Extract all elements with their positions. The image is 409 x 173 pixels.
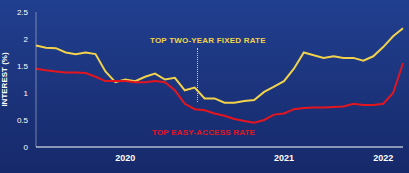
svg-text:2022: 2022	[373, 153, 393, 163]
svg-text:0.5: 0.5	[17, 116, 29, 125]
svg-text:2020: 2020	[115, 153, 135, 163]
svg-text:1: 1	[24, 89, 29, 98]
svg-text:INTEREST (%): INTEREST (%)	[8, 52, 9, 107]
svg-text:2: 2	[24, 35, 29, 44]
svg-text:2021: 2021	[274, 153, 294, 163]
html-text:TOP TWO-YEAR FIXED RATE: TOP TWO-YEAR FIXED RATE	[150, 36, 266, 45]
html-text:TOP EASY-ACCESS RATE: TOP EASY-ACCESS RATE	[152, 128, 256, 137]
svg-text:2.5: 2.5	[17, 8, 29, 17]
svg-text:1.5: 1.5	[17, 62, 29, 71]
svg-text:0: 0	[24, 143, 29, 152]
